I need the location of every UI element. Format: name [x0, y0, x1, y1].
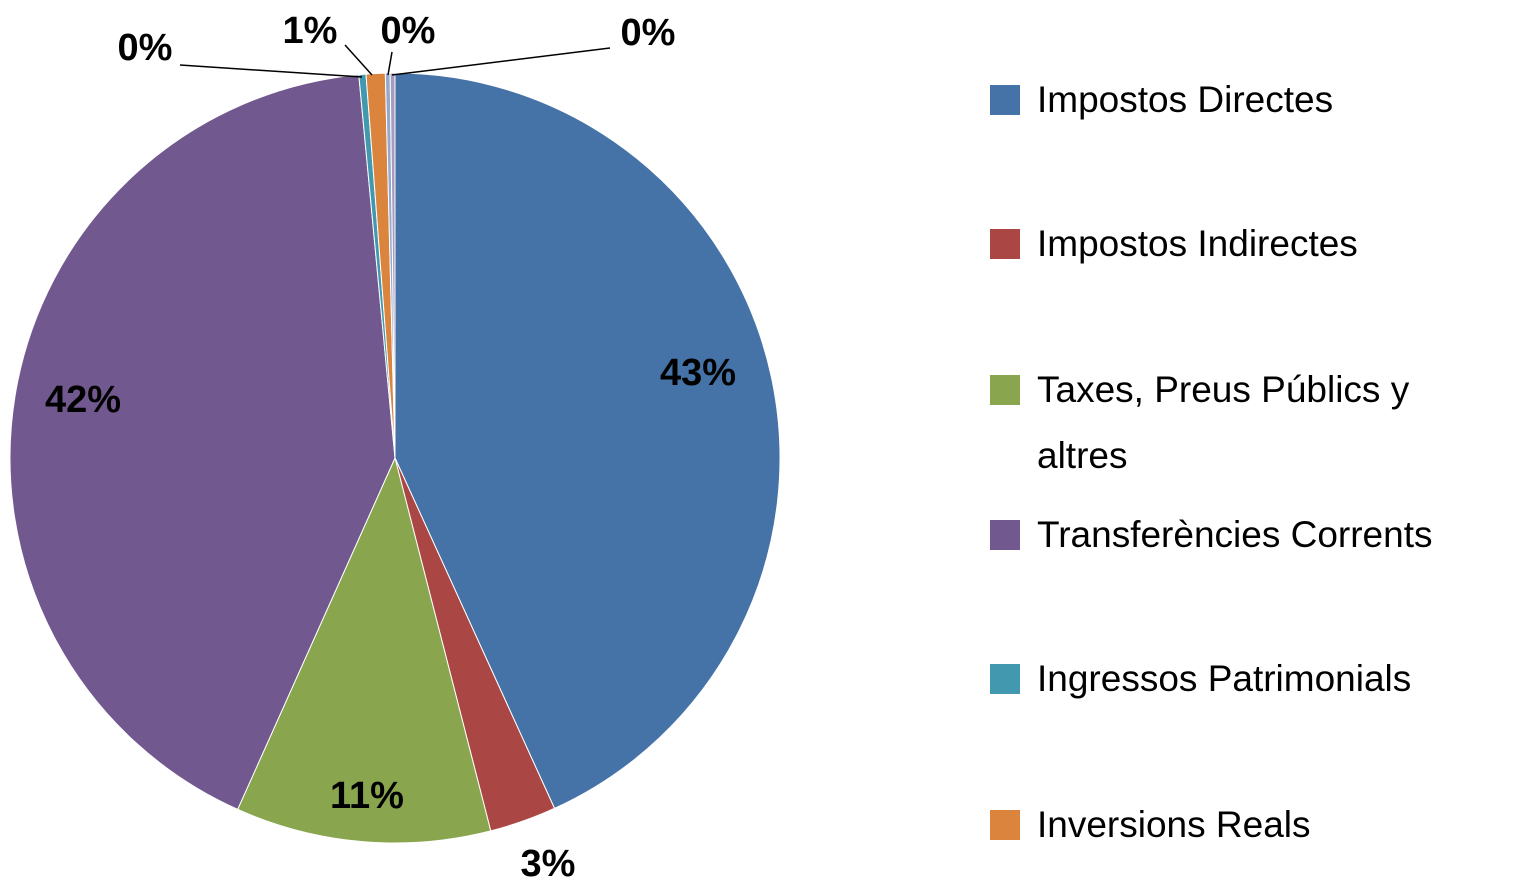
legend-swatch: [990, 810, 1020, 840]
legend-item: Transferències Corrents: [990, 510, 1510, 568]
leader-line: [179, 64, 363, 78]
legend-item: Ingressos Patrimonials: [990, 654, 1510, 712]
leader-line: [391, 47, 611, 76]
legend-swatch: [990, 85, 1020, 115]
legend-label: Impostos Indirectes: [1037, 223, 1358, 264]
legend-item: Impostos Directes: [990, 75, 1510, 133]
legend-swatch: [990, 229, 1020, 259]
legend-label: Transferències Corrents: [1037, 514, 1433, 555]
legend-item: Taxes, Preus Públics y altres: [990, 365, 1510, 489]
data-label: 0%: [381, 10, 436, 52]
pie-slice: [237, 456, 492, 844]
legend-label: Impostos Directes: [1037, 79, 1334, 120]
pie-slice: [9, 74, 396, 811]
legend-item: Impostos Indirectes: [990, 219, 1510, 277]
legend-swatch: [990, 664, 1020, 694]
legend-label: Ingressos Patrimonials: [1037, 658, 1412, 699]
data-label: 1%: [283, 10, 338, 52]
data-label: 42%: [45, 379, 121, 421]
legend-swatch: [990, 375, 1020, 405]
leader-line: [387, 51, 393, 76]
data-label: 0%: [621, 12, 676, 54]
leader-line: [344, 44, 373, 76]
legend-swatch: [990, 520, 1020, 550]
pie-slice: [389, 72, 396, 459]
legend-item: Inversions Reals: [990, 800, 1510, 858]
legend-label: Inversions Reals: [1037, 804, 1311, 845]
pie-slice: [394, 72, 781, 810]
data-label: 11%: [330, 775, 404, 817]
legend-label: Taxes, Preus Públics y altres: [1037, 369, 1410, 476]
data-label: 43%: [660, 352, 736, 394]
chart: 43% 3% 11% 42% 0% 1% 0% 0%: [9, 10, 781, 885]
data-label: 3%: [521, 843, 576, 885]
data-label: 0%: [118, 27, 173, 69]
